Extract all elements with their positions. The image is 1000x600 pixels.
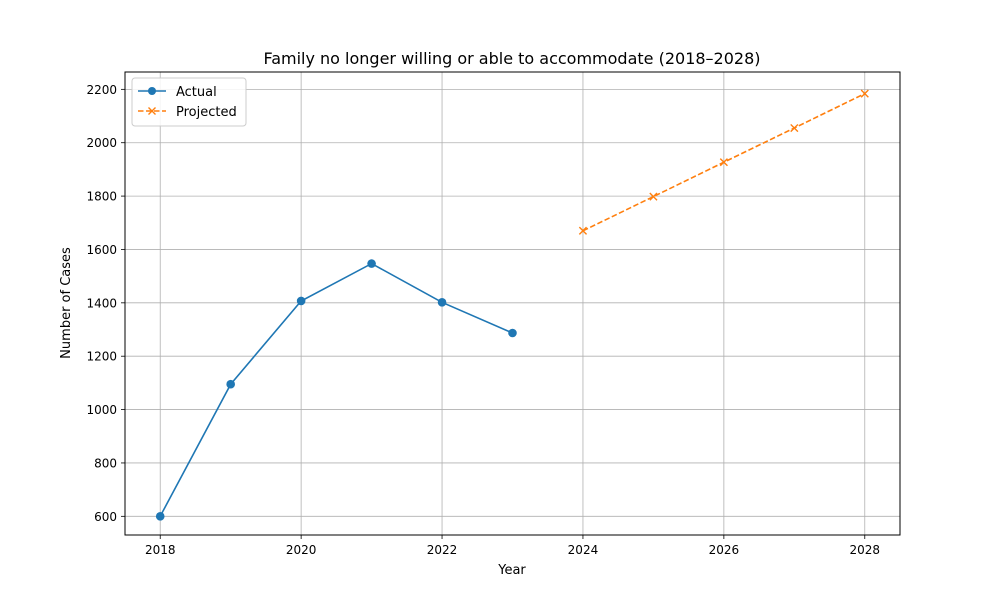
data-point-actual (367, 259, 376, 268)
legend-marker-projected (148, 107, 156, 115)
plot-frame (124, 71, 901, 536)
y-tick-label: 2000 (86, 136, 117, 150)
chart-title: Family no longer willing or able to acco… (263, 49, 760, 68)
data-point-actual (155, 512, 165, 521)
legend-box (131, 77, 247, 127)
y-axis-label: Number of Cases (59, 247, 74, 359)
grid (125, 72, 900, 535)
series-layer (155, 89, 869, 521)
legend-marker-actual (148, 87, 156, 95)
x-axis-label: Year (497, 563, 526, 578)
x-tick-label: 2022 (427, 543, 458, 557)
y-tick-label: 1600 (86, 243, 117, 257)
data-point-projected (578, 226, 588, 235)
y-tick-label: 1800 (86, 190, 117, 204)
legend-label-actual: Actual (176, 85, 217, 100)
x-tick-label: 2020 (286, 543, 317, 557)
y-tick-label: 600 (94, 510, 117, 524)
x-tick-label: 2028 (849, 543, 880, 557)
legend-label-projected: Projected (176, 105, 237, 120)
data-point-actual (226, 379, 235, 389)
legend: Actual Projected (131, 77, 247, 127)
data-point-projected (649, 192, 658, 201)
data-point-projected (790, 123, 799, 133)
data-point-actual (296, 296, 306, 306)
x-tick-label: 2026 (709, 543, 740, 557)
data-point-actual (437, 297, 447, 307)
data-point-projected (719, 158, 728, 167)
data-point-projected (860, 89, 869, 98)
y-tick-label: 1400 (86, 296, 117, 310)
y-tick-label: 1000 (86, 403, 117, 417)
y-tick-label: 800 (94, 456, 117, 470)
series-line-actual (159, 262, 513, 517)
data-point-actual (508, 328, 517, 338)
x-tick-label: 2024 (568, 543, 599, 557)
x-tick-label: 2018 (145, 543, 176, 557)
y-tick-label: 1200 (86, 350, 117, 364)
axis-ticks: 2018 2020 2022 2024 2026 2028 600 800 1000 1200 14… (86, 83, 880, 557)
y-tick-label: 2200 (86, 83, 117, 97)
